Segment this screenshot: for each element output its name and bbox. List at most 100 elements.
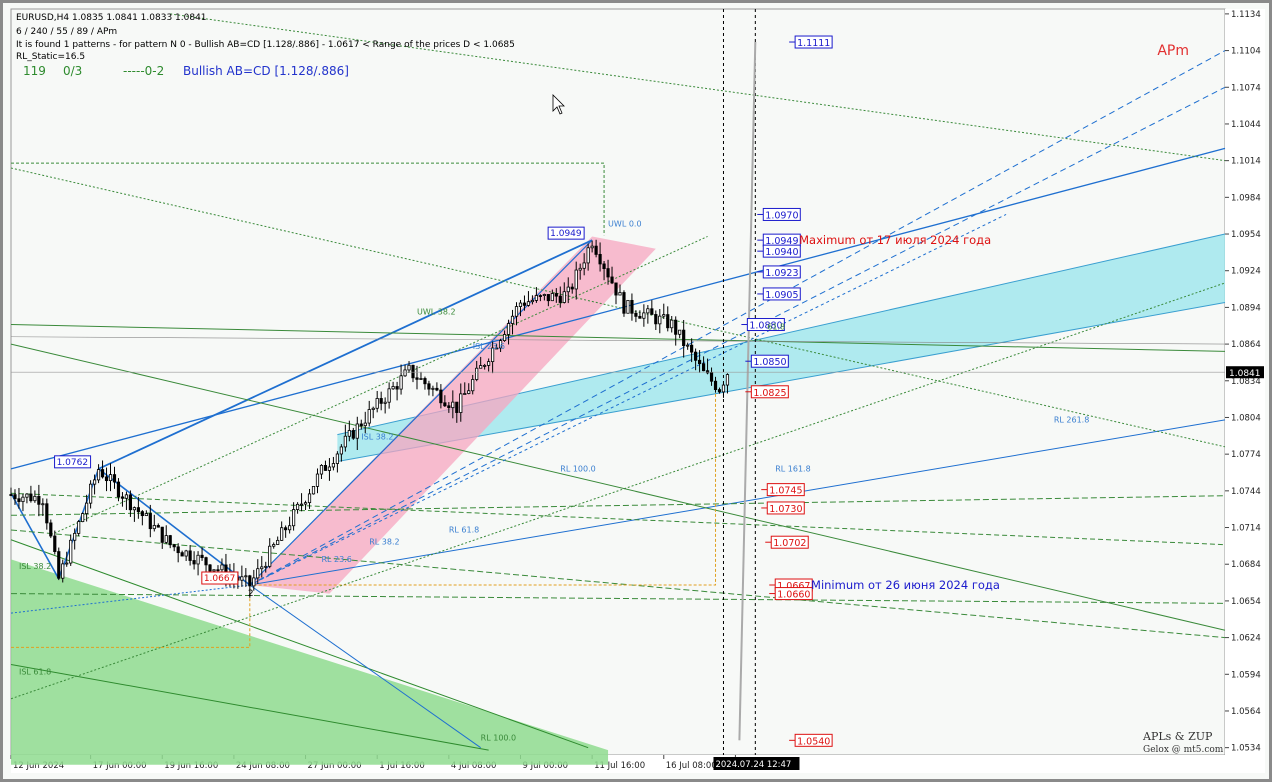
candle-body bbox=[459, 393, 463, 413]
candle-body bbox=[654, 314, 658, 325]
candle-body bbox=[506, 323, 511, 335]
price-tick-label: 1.0864 bbox=[1231, 340, 1261, 350]
price-level-label: 1.0825 bbox=[753, 388, 786, 399]
candle-body bbox=[606, 268, 610, 278]
candle-body bbox=[411, 364, 415, 379]
candle-body bbox=[399, 375, 403, 390]
candle-body bbox=[244, 575, 248, 578]
price-tick-label: 1.0954 bbox=[1231, 230, 1261, 240]
candle-body bbox=[487, 361, 491, 366]
candle-body bbox=[41, 503, 45, 506]
candle-body bbox=[49, 522, 53, 537]
candle-body bbox=[646, 308, 650, 314]
candle-body bbox=[144, 513, 148, 517]
time-tick-label: 4 Jul 08:00 bbox=[451, 761, 497, 771]
candle-body bbox=[339, 446, 343, 455]
line-label: ISL 38.2 bbox=[19, 562, 51, 571]
trend-line bbox=[170, 13, 1226, 162]
candle-body bbox=[550, 293, 554, 302]
price-level-box bbox=[770, 535, 809, 549]
candle-body bbox=[498, 340, 503, 349]
price-level-box bbox=[762, 287, 801, 301]
candle-body bbox=[164, 535, 168, 543]
price-level-label: 1.0745 bbox=[769, 486, 802, 497]
candle-body bbox=[387, 388, 391, 403]
candle-body bbox=[200, 554, 204, 559]
candle-body bbox=[558, 295, 562, 303]
candle-body bbox=[451, 401, 455, 409]
candle-body bbox=[626, 299, 630, 314]
candle-body bbox=[379, 398, 383, 404]
candle-body bbox=[630, 299, 634, 314]
candle-body bbox=[439, 389, 443, 404]
line-label: RL 38.2 bbox=[369, 538, 399, 547]
line-label: RL 100.0 bbox=[560, 464, 595, 473]
candle-body bbox=[602, 263, 606, 270]
symbol-line: EURUSD,H4 1.0835 1.0841 1.0833 1.0841 bbox=[16, 13, 207, 23]
params-line: 6 / 240 / 55 / 89 / APm bbox=[16, 27, 118, 37]
price-level-box bbox=[762, 244, 801, 258]
candle-body bbox=[295, 503, 300, 510]
candle-body bbox=[53, 535, 57, 552]
price-level-label: 1.0905 bbox=[765, 290, 798, 301]
projection-line bbox=[738, 41, 757, 741]
candle-body bbox=[479, 365, 483, 369]
price-tick-label: 1.0894 bbox=[1231, 303, 1261, 313]
candle-body bbox=[686, 344, 690, 347]
candle-body bbox=[650, 308, 654, 315]
candle-body bbox=[45, 503, 49, 524]
price-chart[interactable]: 1.1134 1.1104 1.1074 1.1044 1.1014 1.0984 1.09… bbox=[3, 3, 1269, 779]
candle-body bbox=[403, 369, 407, 377]
trend-line bbox=[249, 214, 1007, 586]
current-time-label: 2024.07.24 12:47 bbox=[715, 760, 791, 770]
candle-body bbox=[21, 496, 25, 503]
candle-body bbox=[136, 507, 140, 512]
candle-body bbox=[483, 365, 487, 367]
candle-body bbox=[371, 407, 375, 410]
trend-line bbox=[10, 495, 1226, 516]
cyan-channel-bottom bbox=[337, 302, 1226, 462]
price-tick-label: 1.0684 bbox=[1231, 560, 1261, 570]
price-level-box bbox=[774, 587, 813, 601]
candle-body bbox=[280, 527, 284, 541]
candle-body bbox=[423, 378, 427, 385]
candle-body bbox=[705, 370, 710, 374]
price-tick-label: 1.1014 bbox=[1231, 157, 1261, 167]
candle-body bbox=[216, 569, 220, 572]
point-label-box bbox=[201, 571, 239, 585]
cursor-icon bbox=[552, 94, 565, 115]
trend-line bbox=[98, 239, 593, 470]
pattern-name: Bullish AB=CD [1.128/.886] bbox=[183, 64, 349, 78]
candle-body bbox=[303, 502, 308, 505]
candle-body bbox=[272, 544, 276, 547]
trend-line bbox=[10, 282, 1226, 700]
current-time-box bbox=[713, 757, 800, 770]
candle-body bbox=[248, 575, 252, 587]
candle-body bbox=[495, 347, 499, 350]
candle-body bbox=[176, 546, 180, 554]
credit-line-2: Gelox @ mt5.com bbox=[1143, 745, 1224, 755]
candle-body bbox=[662, 314, 666, 317]
candle-body bbox=[443, 402, 447, 407]
price-level-box bbox=[766, 501, 805, 515]
candle-body bbox=[29, 493, 33, 502]
price-level-label: 1.0660 bbox=[777, 590, 810, 601]
price-tick-label: 1.0744 bbox=[1231, 487, 1261, 497]
candle-body bbox=[514, 306, 519, 317]
candle-body bbox=[331, 463, 336, 468]
time-tick-label: 27 Jun 00:00 bbox=[308, 761, 362, 771]
credits: APLs & ZUP Gelox @ mt5.com bbox=[1143, 730, 1223, 755]
candle-body bbox=[678, 329, 682, 335]
line-label: ISL 38.2 bbox=[361, 432, 393, 441]
point-label-box bbox=[547, 226, 585, 240]
candle-body bbox=[327, 466, 332, 471]
line-label: RL 61.8 bbox=[449, 525, 479, 534]
time-tick-label: 16 Jul 08:00 bbox=[666, 761, 717, 771]
candle-body bbox=[682, 329, 686, 346]
trend-line bbox=[10, 584, 250, 614]
candle-body bbox=[92, 479, 97, 485]
price-level-box bbox=[794, 733, 833, 747]
price-level-box bbox=[794, 35, 833, 49]
time-tick-label: 11 Jul 16:00 bbox=[594, 761, 645, 771]
candle-body bbox=[120, 496, 125, 499]
